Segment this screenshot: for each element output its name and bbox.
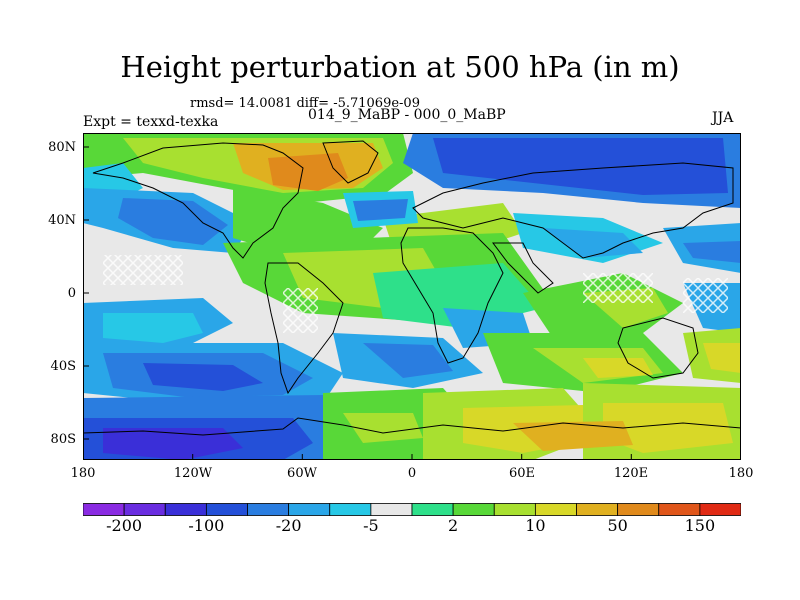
colorbar-swatch: [205, 503, 248, 516]
colorbar-tick-label: -20: [275, 516, 302, 535]
comparison-text: 014_9_MaBP - 000_0_MaBP: [308, 107, 506, 123]
lon-tick-label: 0: [407, 466, 417, 481]
colorbar-swatch: [83, 503, 125, 516]
colorbar-tick-label: 10: [525, 516, 546, 535]
lat-tick-label: 40N: [48, 213, 76, 228]
lon-tick-label: 180: [728, 466, 754, 481]
colorbar-tick-label: -5: [363, 516, 379, 535]
lon-tick-label: 60E: [508, 466, 536, 481]
colorbar: [83, 503, 741, 516]
colorbar-swatch: [329, 503, 372, 516]
colorbar-swatch: [617, 503, 660, 516]
colorbar-swatch: [411, 503, 454, 516]
colorbar-swatch: [288, 503, 331, 516]
colorbar-swatch: [658, 503, 701, 516]
colorbar-swatch: [534, 503, 577, 516]
lat-tick-label: 80N: [48, 140, 76, 155]
season-label: JJA: [712, 110, 734, 126]
colorbar-swatch: [123, 503, 166, 516]
stats-text: rmsd= 14.0081 diff= -5.71069e-09: [190, 96, 420, 111]
colorbar-tick-label: 50: [607, 516, 628, 535]
colorbar-swatch: [493, 503, 536, 516]
colorbar-swatch: [699, 503, 741, 516]
colorbar-swatch: [452, 503, 495, 516]
axis-ticks: [83, 146, 632, 460]
colorbar-swatch: [164, 503, 207, 516]
coastlines: [83, 140, 741, 436]
lat-tick-label: 40S: [50, 359, 76, 374]
lon-tick-label: 60W: [287, 466, 317, 481]
lon-tick-label: 120W: [173, 466, 213, 481]
lon-tick-label: 120E: [613, 466, 649, 481]
colorbar-tick-label: 150: [684, 516, 716, 535]
contour-fill-layer: [83, 133, 741, 460]
map-panel: [83, 133, 741, 460]
plot-title: Height perturbation at 500 hPa (in m): [120, 50, 680, 84]
colorbar-swatch: [247, 503, 290, 516]
colorbar-swatch: [370, 503, 413, 516]
colorbar-tick-label: -100: [188, 516, 225, 535]
colorbar-tick-label: 2: [448, 516, 459, 535]
lat-tick-label: 0: [67, 286, 76, 301]
lat-tick-label: 80S: [50, 432, 76, 447]
experiment-label: Expt = texxd-texka: [83, 114, 219, 130]
colorbar-tick-label: -200: [106, 516, 143, 535]
colorbar-swatch: [576, 503, 619, 516]
lon-tick-label: 180: [70, 466, 96, 481]
